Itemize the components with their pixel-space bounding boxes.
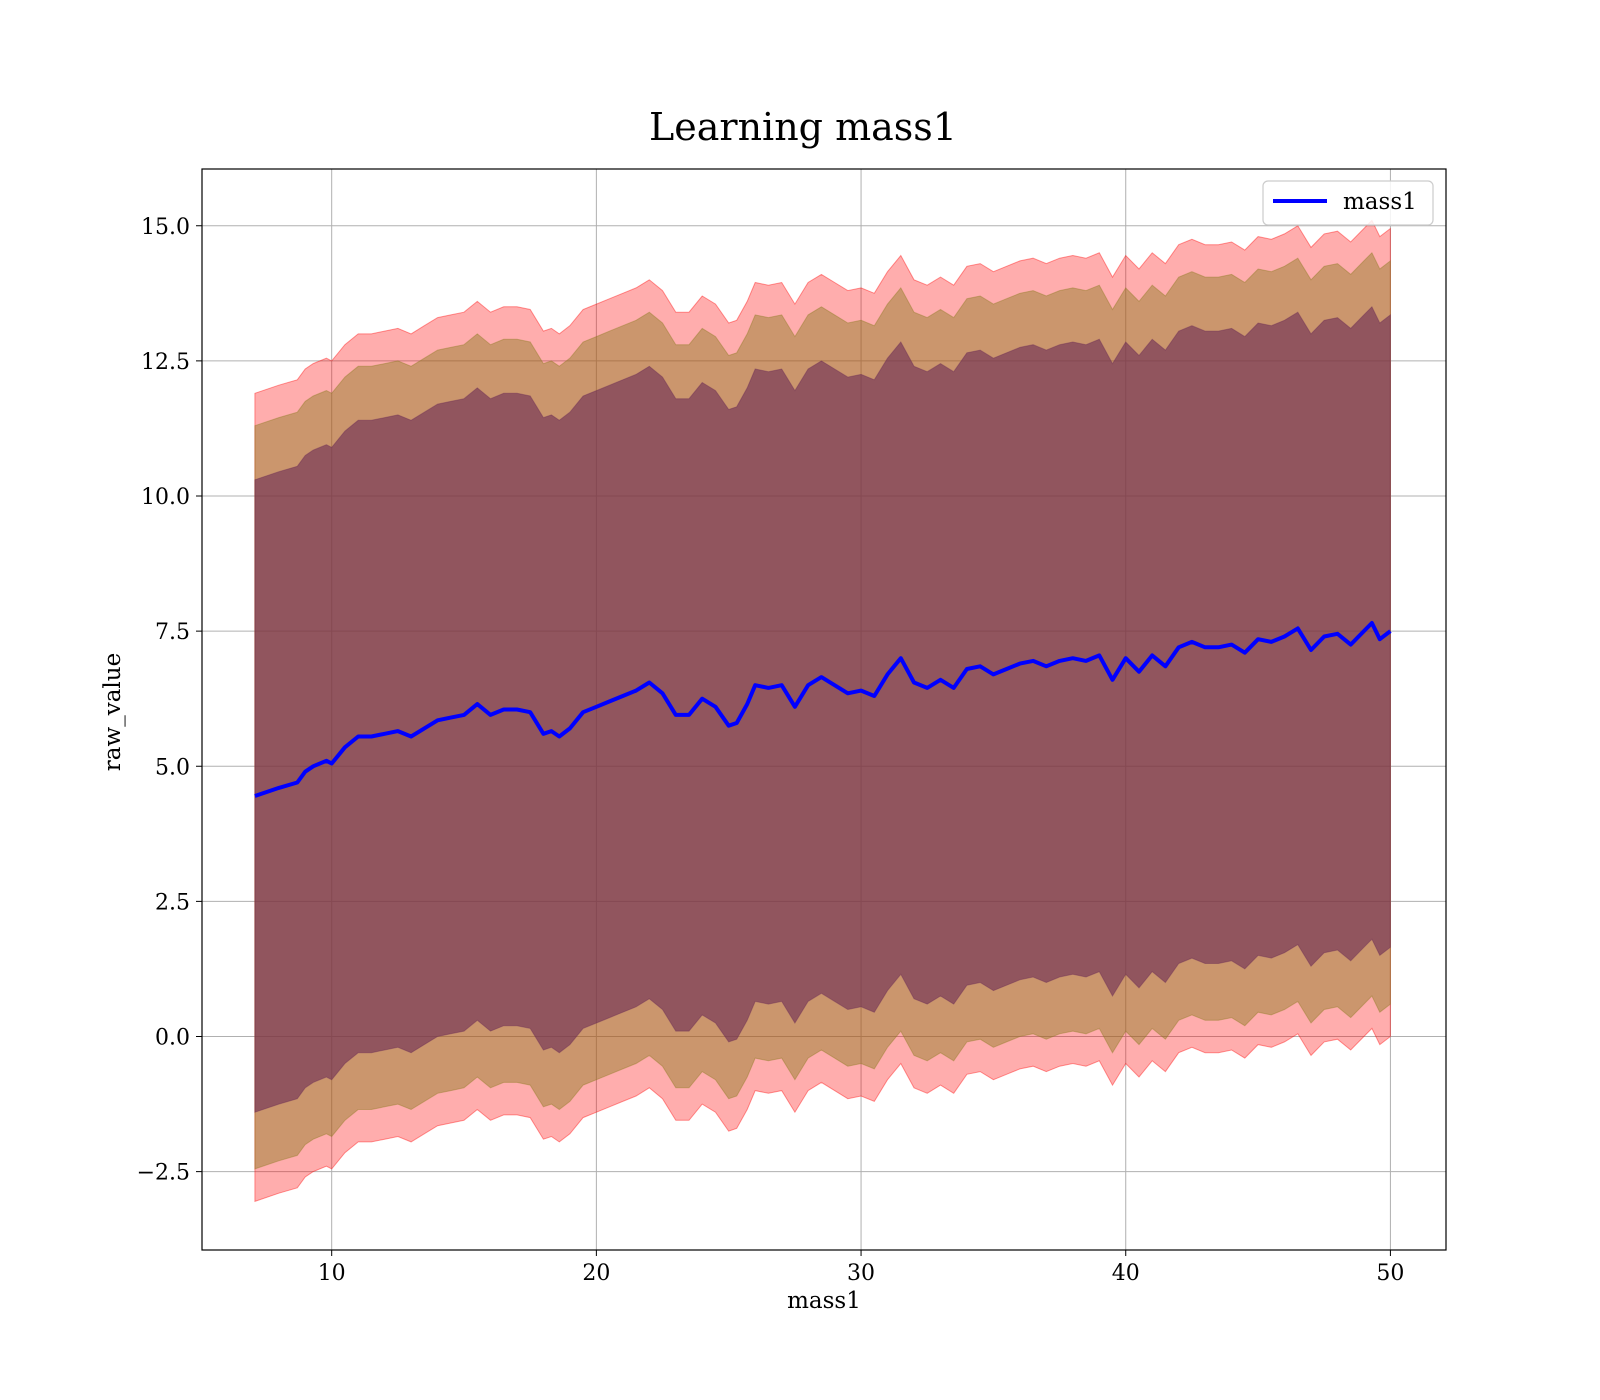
legend-box bbox=[1262, 180, 1434, 226]
x-axis-label: mass1 bbox=[787, 1288, 861, 1314]
y-tick-label: 10.0 bbox=[141, 485, 190, 510]
y-axis-label: raw_value bbox=[100, 653, 126, 771]
confidence-bands bbox=[254, 219, 1391, 1203]
y-axis-ticks: −2.5 0.0 2.5 5.0 7.5 10.0 12.5 15.0 bbox=[137, 215, 202, 1186]
y-tick-label: 5.0 bbox=[155, 755, 190, 780]
band-inner bbox=[254, 305, 1391, 1113]
y-tick-label: 2.5 bbox=[155, 890, 190, 915]
legend: mass1 bbox=[1262, 180, 1434, 226]
x-tick-label: 30 bbox=[847, 1261, 875, 1286]
series-lines bbox=[254, 621, 1392, 798]
x-axis-ticks: 10 20 30 40 50 bbox=[318, 1250, 1404, 1286]
x-tick-label: 10 bbox=[318, 1261, 346, 1286]
y-tick-label: 0.0 bbox=[155, 1026, 190, 1051]
y-tick-label: −2.5 bbox=[137, 1161, 190, 1186]
x-tick-label: 50 bbox=[1376, 1261, 1404, 1286]
x-tick-label: 40 bbox=[1112, 1261, 1140, 1286]
legend-entry: mass1 bbox=[1343, 189, 1417, 215]
plot-frame bbox=[201, 168, 1447, 1251]
x-tick-label: 20 bbox=[582, 1261, 610, 1286]
series-line-mass1 bbox=[254, 621, 1392, 798]
y-tick-label: 12.5 bbox=[141, 350, 190, 375]
y-tick-label: 7.5 bbox=[155, 620, 190, 645]
chart-title: Learning mass1 bbox=[649, 105, 957, 149]
y-tick-label: 15.0 bbox=[141, 215, 190, 240]
